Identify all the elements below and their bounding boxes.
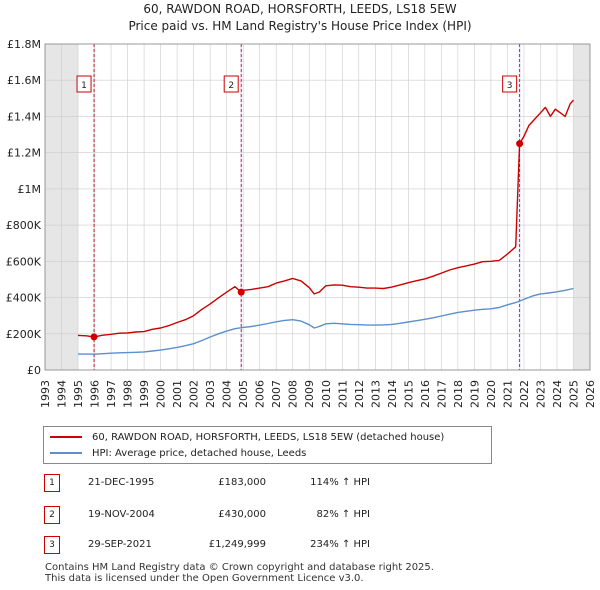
y-tick-label: £1.8M xyxy=(7,38,41,51)
sale-number-badge: 2 xyxy=(44,506,60,524)
x-tick-label: 1993 xyxy=(39,380,52,408)
x-tick-label: 2008 xyxy=(287,380,300,408)
x-tick-label: 2024 xyxy=(551,380,564,408)
x-tick-label: 2006 xyxy=(254,380,267,408)
x-tick-label: 2011 xyxy=(336,380,349,408)
legend-label-property: 60, RAWDON ROAD, HORSFORTH, LEEDS, LS18 … xyxy=(92,431,445,443)
sale-price: £430,000 xyxy=(218,509,266,520)
x-tick-label: 2010 xyxy=(320,380,333,408)
x-tick-label: 2005 xyxy=(237,380,250,408)
x-tick-label: 1997 xyxy=(105,380,118,408)
sale-point xyxy=(516,140,524,148)
y-tick-label: £1.4M xyxy=(7,110,41,123)
x-tick-label: 2019 xyxy=(468,380,481,408)
sale-label-box xyxy=(76,75,92,93)
y-tick-label: £400K xyxy=(6,292,42,305)
plot-area xyxy=(45,44,590,370)
x-tick-label: 2018 xyxy=(452,380,465,408)
sale-hpi-change: 114% ↑ HPI xyxy=(310,477,370,488)
y-tick-label: £600K xyxy=(6,255,42,268)
x-tick-label: 2009 xyxy=(303,380,316,408)
legend-item-property: 60, RAWDON ROAD, HORSFORTH, LEEDS, LS18 … xyxy=(50,430,444,444)
x-tick-label: 1996 xyxy=(89,380,102,408)
shaded-region xyxy=(573,44,590,370)
x-tick-label: 2015 xyxy=(402,380,415,408)
y-tick-label: £1.6M xyxy=(7,74,41,87)
x-tick-label: 2025 xyxy=(567,380,580,408)
legend-item-hpi: HPI: Average price, detached house, Leed… xyxy=(50,446,306,460)
plot-frame xyxy=(44,43,591,371)
sale-date: 19-NOV-2004 xyxy=(88,509,155,520)
footer: Contains HM Land Registry data © Crown c… xyxy=(45,562,434,584)
x-tick-label: 1998 xyxy=(122,380,135,408)
x-tick-label: 2023 xyxy=(534,380,547,408)
x-tick-label: 2000 xyxy=(155,380,168,408)
sale-hpi-change: 82% ↑ HPI xyxy=(316,509,370,520)
y-tick-label: £0 xyxy=(27,364,41,377)
sale-date: 21-DEC-1995 xyxy=(88,477,155,488)
x-tick-label: 2003 xyxy=(204,380,217,408)
x-tick-label: 1999 xyxy=(138,380,151,408)
sale-label-box xyxy=(502,75,518,93)
sale-label-box xyxy=(223,75,239,93)
sale-point xyxy=(90,333,98,341)
legend-swatch-hpi xyxy=(50,452,82,454)
x-tick-label: 2002 xyxy=(188,380,201,408)
x-tick-label: 2012 xyxy=(353,380,366,408)
y-tick-label: £1M xyxy=(18,183,42,196)
x-tick-label: 2026 xyxy=(584,380,597,408)
legend-swatch-property xyxy=(50,436,82,438)
chart-subtitle: Price paid vs. HM Land Registry's House … xyxy=(128,19,472,33)
legend-label-hpi: HPI: Average price, detached house, Leed… xyxy=(92,447,307,459)
x-tick-label: 1994 xyxy=(56,380,69,408)
x-tick-label: 2001 xyxy=(171,380,184,408)
sale-row: 2 19-NOV-2004 £430,000 82% ↑ HPI xyxy=(0,506,600,524)
y-tick-label: £1.2M xyxy=(7,147,41,160)
sale-row: 3 29-SEP-2021 £1,249,999 234% ↑ HPI xyxy=(0,536,600,554)
price-chart: 1 2 3 £0 £200K £400K £600K £800K £1M £1.2M £1.4M £1… xyxy=(6,38,597,408)
x-tick-label: 2014 xyxy=(386,380,399,408)
x-tick-label: 2016 xyxy=(419,380,432,408)
x-tick-label: 2022 xyxy=(518,380,531,408)
sale-label-text: 3 xyxy=(507,81,513,91)
series-line-hpi xyxy=(78,287,574,355)
x-tick-label: 1995 xyxy=(72,380,85,408)
x-tick-label: 2017 xyxy=(435,380,448,408)
x-tick-label: 2004 xyxy=(221,380,234,408)
y-tick-label: £800K xyxy=(6,219,42,232)
legend: 60, RAWDON ROAD, HORSFORTH, LEEDS, LS18 … xyxy=(43,426,492,464)
footer-licence: This data is licensed under the Open Gov… xyxy=(45,573,364,584)
footer-copyright: Contains HM Land Registry data © Crown c… xyxy=(45,562,434,573)
sale-price: £183,000 xyxy=(218,477,266,488)
x-tick-label: 2020 xyxy=(485,380,498,408)
y-tick-label: £200K xyxy=(6,328,42,341)
sale-price: £1,249,999 xyxy=(208,539,266,550)
chart-title: 60, RAWDON ROAD, HORSFORTH, LEEDS, LS18 … xyxy=(143,2,457,16)
sale-hpi-change: 234% ↑ HPI xyxy=(310,539,370,550)
sale-label-text: 2 xyxy=(228,81,234,91)
x-tick-label: 2007 xyxy=(270,380,283,408)
sale-number-badge: 3 xyxy=(44,536,60,554)
sale-date: 29-SEP-2021 xyxy=(88,539,152,550)
sale-label-text: 1 xyxy=(81,81,87,91)
sale-row: 1 21-DEC-1995 £183,000 114% ↑ HPI xyxy=(0,474,600,492)
sale-number-badge: 1 xyxy=(44,474,60,492)
series-line-property xyxy=(77,99,575,338)
x-tick-label: 2013 xyxy=(369,380,382,408)
sale-point xyxy=(237,288,245,296)
x-tick-label: 2021 xyxy=(501,380,514,408)
